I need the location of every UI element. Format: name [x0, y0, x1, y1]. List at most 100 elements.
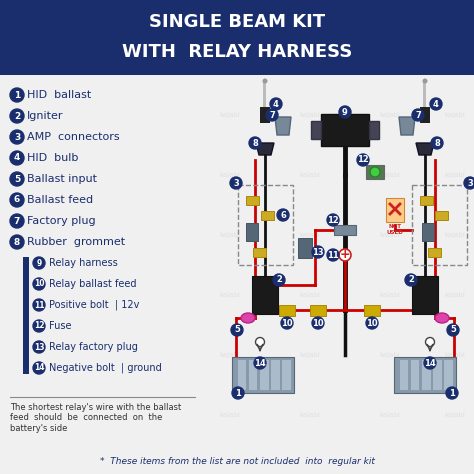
Text: 6: 6 — [280, 210, 286, 219]
Circle shape — [10, 235, 24, 249]
Text: 10: 10 — [312, 319, 324, 328]
Text: Fuse: Fuse — [49, 321, 72, 331]
Bar — [260, 360, 269, 390]
Text: NOT
USED: NOT USED — [387, 224, 403, 235]
Circle shape — [33, 278, 45, 290]
Circle shape — [33, 299, 45, 311]
Circle shape — [249, 137, 261, 149]
Bar — [246, 223, 258, 241]
Circle shape — [254, 357, 266, 369]
Circle shape — [232, 387, 244, 399]
Bar — [271, 360, 280, 390]
Bar — [366, 165, 384, 179]
Circle shape — [270, 98, 282, 110]
Text: 14: 14 — [34, 364, 44, 373]
Bar — [420, 107, 430, 123]
Circle shape — [231, 324, 243, 336]
Circle shape — [370, 167, 380, 177]
Text: 10: 10 — [366, 319, 378, 328]
Circle shape — [327, 249, 339, 261]
Text: 3: 3 — [14, 133, 20, 142]
Circle shape — [33, 257, 45, 269]
Polygon shape — [416, 143, 434, 155]
Text: kajabi: kajabi — [219, 412, 240, 418]
Text: kajabi: kajabi — [219, 172, 240, 178]
Text: 10: 10 — [281, 319, 293, 328]
Text: 11: 11 — [34, 301, 44, 310]
Text: HID  bulb: HID bulb — [27, 153, 78, 163]
Text: 2: 2 — [276, 275, 282, 284]
Text: kajabi: kajabi — [219, 232, 240, 238]
Circle shape — [431, 137, 443, 149]
Text: 4: 4 — [14, 154, 20, 163]
Circle shape — [424, 357, 436, 369]
Bar — [411, 360, 419, 390]
Text: Relay ballast feed: Relay ballast feed — [49, 279, 137, 289]
Text: 5: 5 — [234, 326, 240, 335]
Text: 2: 2 — [408, 275, 414, 284]
Circle shape — [357, 154, 369, 166]
Text: +: + — [340, 248, 350, 262]
Text: 4: 4 — [273, 100, 279, 109]
Bar — [394, 357, 456, 393]
Circle shape — [277, 209, 289, 221]
Bar — [283, 360, 291, 390]
Bar — [252, 276, 278, 314]
Text: 1: 1 — [449, 389, 455, 398]
Text: 8: 8 — [252, 138, 258, 147]
Circle shape — [10, 214, 24, 228]
Text: kajabi: kajabi — [380, 232, 401, 238]
Bar — [428, 247, 441, 256]
Text: kajabi: kajabi — [380, 292, 401, 298]
Bar — [279, 304, 295, 316]
Bar — [334, 225, 356, 235]
Text: SINGLE BEAM KIT: SINGLE BEAM KIT — [149, 13, 325, 31]
Bar — [311, 121, 321, 139]
Text: kajabi: kajabi — [300, 412, 320, 418]
Text: Negative bolt  | ground: Negative bolt | ground — [49, 363, 162, 373]
Bar — [369, 121, 379, 139]
Text: kajabi: kajabi — [380, 352, 401, 358]
Text: 14: 14 — [254, 358, 266, 367]
Bar — [412, 276, 438, 314]
Text: 12: 12 — [34, 321, 44, 330]
Circle shape — [412, 109, 424, 121]
Circle shape — [230, 177, 242, 189]
Text: 9: 9 — [342, 108, 348, 117]
Ellipse shape — [241, 313, 255, 323]
Text: kajabi: kajabi — [380, 412, 401, 418]
Text: 1: 1 — [14, 91, 20, 100]
Bar — [412, 185, 467, 265]
Circle shape — [339, 106, 351, 118]
Polygon shape — [256, 143, 274, 155]
Text: The shortest relay's wire with the ballast
feed  should  be  connected  on  the
: The shortest relay's wire with the balla… — [10, 403, 181, 433]
Text: 9: 9 — [36, 258, 42, 267]
Bar — [321, 114, 369, 146]
Text: kajabi: kajabi — [300, 112, 320, 118]
Text: 12: 12 — [327, 216, 339, 225]
Text: 3: 3 — [233, 179, 239, 188]
Circle shape — [446, 387, 458, 399]
Circle shape — [10, 193, 24, 207]
Text: 13: 13 — [34, 343, 44, 352]
Text: 7: 7 — [269, 110, 275, 119]
Bar — [364, 304, 380, 316]
Bar — [238, 185, 293, 265]
Circle shape — [426, 337, 435, 346]
Text: kajabi: kajabi — [445, 292, 465, 298]
Circle shape — [430, 98, 442, 110]
Bar — [238, 360, 246, 390]
Text: kajabi: kajabi — [300, 232, 320, 238]
Circle shape — [10, 109, 24, 123]
Text: 5: 5 — [14, 174, 20, 183]
Circle shape — [366, 317, 378, 329]
Circle shape — [10, 151, 24, 165]
Bar — [254, 247, 266, 256]
Bar — [262, 210, 274, 219]
Text: 4: 4 — [433, 100, 439, 109]
Circle shape — [312, 246, 324, 258]
Bar — [249, 360, 257, 390]
Circle shape — [10, 172, 24, 186]
Text: 12: 12 — [357, 155, 369, 164]
Text: HID  ballast: HID ballast — [27, 90, 91, 100]
